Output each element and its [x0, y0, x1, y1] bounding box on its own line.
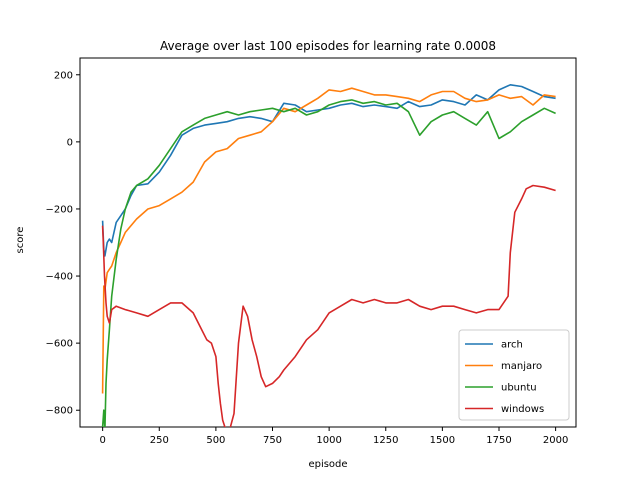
y-tick-label: 0 [67, 137, 73, 148]
x-tick-label: 500 [206, 435, 225, 446]
x-tick-label: 1750 [486, 435, 511, 446]
x-tick-label: 750 [263, 435, 282, 446]
legend: arch manjaro ubuntu windows [458, 329, 570, 421]
x-tick-label: 250 [150, 435, 169, 446]
series-layer [101, 84, 556, 427]
y-tick-label: −200 [46, 204, 73, 215]
y-tick-label: −800 [46, 406, 73, 417]
series-line-windows [101, 184, 556, 427]
y-axis-label: score [15, 227, 26, 254]
legend-label-windows: windows [501, 404, 544, 415]
legend-label-ubuntu: ubuntu [501, 383, 537, 394]
x-tick-label: 1000 [316, 435, 341, 446]
x-axis-label: episode [308, 459, 347, 470]
x-tick-label: 1500 [430, 435, 455, 446]
y-axis-ticks: −800 −600 −400 −200 0 200 [46, 70, 80, 417]
plot-area [79, 57, 577, 428]
x-axis-ticks: 0 250 500 750 1000 1250 1500 1750 2000 [99, 427, 568, 446]
series-line-manjaro [101, 87, 556, 394]
y-tick-label: −400 [46, 272, 73, 283]
y-tick-label: −600 [46, 339, 73, 350]
x-tick-label: 2000 [543, 435, 568, 446]
legend-box [458, 329, 570, 421]
legend-label-arch: arch [501, 340, 523, 351]
series-line-ubuntu [101, 99, 556, 427]
y-tick-label: 200 [54, 70, 73, 81]
chart-title: Average over last 100 episodes for learn… [160, 39, 496, 53]
plot-frame [79, 57, 577, 428]
legend-label-manjaro: manjaro [501, 361, 542, 372]
series-line-arch [101, 84, 556, 257]
x-tick-label: 1250 [373, 435, 398, 446]
x-tick-label: 0 [99, 435, 105, 446]
